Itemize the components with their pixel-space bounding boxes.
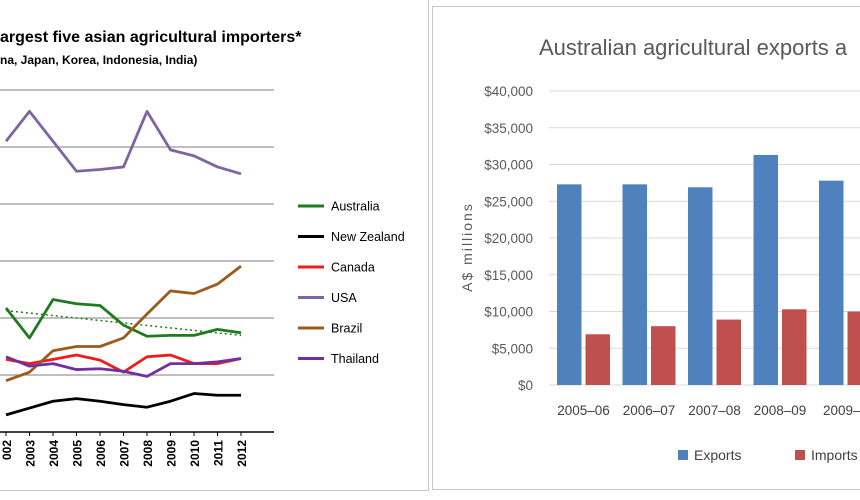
chart-title: argest five asian agricultural importers… [0, 29, 302, 46]
bar-exports [753, 154, 778, 385]
legend-label-australia: Australia [331, 200, 380, 214]
x-tick-label: 2003 [24, 440, 38, 467]
importers-line-chart-panel: argest five asian agricultural importers… [0, 0, 429, 491]
bar-exports [557, 184, 582, 385]
x-tick-label: 2005–06 [557, 403, 610, 418]
x-tick-label: 2007 [118, 440, 132, 467]
bar-exports [688, 187, 713, 385]
legend-label-brazil: Brazil [331, 322, 362, 336]
y-tick-label: $0 [518, 378, 533, 393]
x-tick-label: 002 [0, 440, 14, 460]
series-line-brazil [5, 265, 242, 383]
y-tick-labels: $0 $5,000 $10,000 $15,000 $20,000 $25,000 $30,… [484, 84, 533, 393]
y-tick-label: $35,000 [484, 121, 533, 136]
bar-exports [819, 180, 844, 385]
series-line-thailand [5, 355, 242, 378]
y-axis-label: A$ millions [459, 202, 475, 292]
series-line-new-zealand [5, 392, 241, 417]
x-tick-label: 2012 [235, 440, 249, 467]
x-tick-labels: 2005–06 2006–07 2007–08 2008–09 2009–1 [557, 403, 860, 418]
x-tick-label: 2010 [188, 440, 202, 467]
bars [557, 154, 860, 385]
x-tick-label: 2008 [141, 440, 155, 467]
x-tick-label: 2006–07 [623, 403, 676, 418]
bar-imports [847, 311, 860, 385]
trendline-group [5, 309, 242, 337]
exports-bar-chart-panel: Australian agricultural exports a A$ mil… [432, 6, 860, 490]
x-tick-label: 2008–09 [754, 403, 807, 418]
y-tick-label: $15,000 [484, 268, 533, 283]
y-tick-label: $25,000 [484, 194, 533, 209]
x-tick-label: 2009–1 [823, 403, 860, 418]
x-tick-label: 2005 [71, 440, 85, 467]
x-tick-label: 2011 [212, 440, 226, 466]
series-lines [4, 109, 242, 417]
legend: Exports Imports [678, 447, 858, 463]
legend-swatch-exports [678, 450, 688, 460]
x-tick-label: 2006 [94, 440, 108, 467]
y-tick-label: $20,000 [484, 231, 533, 246]
exports-bar-chart: Australian agricultural exports a A$ mil… [459, 35, 860, 463]
importers-line-chart: argest five asian agricultural importers… [0, 29, 405, 467]
bar-imports [716, 319, 741, 385]
legend: Australia New Zealand Canada USA Brazil Thail… [298, 200, 405, 366]
x-tick-labels: 002 2003 2004 2005 2006 2007 2008 2009 2010 2011 2… [0, 432, 249, 467]
y-tick-label: $30,000 [484, 158, 533, 173]
legend-label-exports: Exports [694, 447, 741, 463]
x-tick-label: 2004 [47, 440, 61, 467]
y-tick-label: $40,000 [484, 84, 533, 99]
series-line-usa [4, 109, 242, 176]
x-tick-label: 2009 [165, 440, 179, 467]
bar-imports [651, 326, 676, 385]
bar-imports [782, 309, 807, 385]
bar-imports [585, 334, 610, 385]
chart-title: Australian agricultural exports a [539, 35, 848, 60]
chart-subtitle: na, Japan, Korea, Indonesia, India) [0, 53, 197, 67]
trendline-australia [5, 309, 242, 337]
legend-label-canada: Canada [331, 261, 375, 275]
legend-label-new-zealand: New Zealand [331, 230, 405, 244]
y-tick-label: $5,000 [492, 341, 533, 356]
y-tick-label: $10,000 [484, 305, 533, 320]
legend-swatch-imports [795, 450, 805, 460]
bar-exports [622, 184, 647, 385]
series-line-australia [4, 298, 242, 340]
legend-label-imports: Imports [811, 447, 858, 463]
x-tick-label: 2007–08 [688, 403, 741, 418]
legend-label-usa: USA [331, 291, 357, 305]
gridlines [0, 89, 274, 433]
legend-label-thailand: Thailand [331, 352, 379, 366]
